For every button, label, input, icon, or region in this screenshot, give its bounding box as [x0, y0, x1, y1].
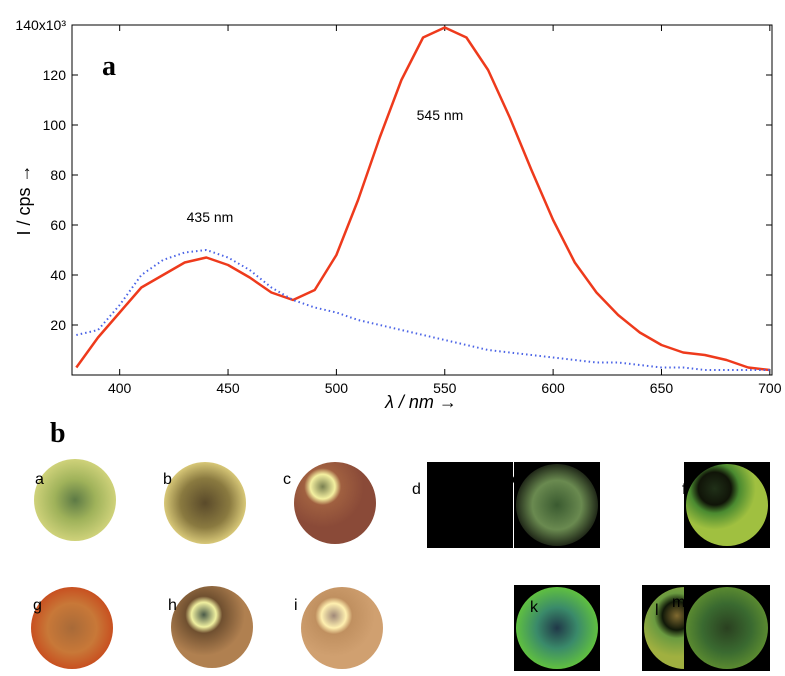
x-tick-label: 500 — [325, 380, 349, 396]
y-tick-label: 60 — [50, 217, 66, 233]
y-tick-label: 80 — [50, 167, 66, 183]
image-label: g — [33, 597, 42, 614]
micrograph — [516, 464, 598, 546]
annotation: 435 nm — [187, 209, 234, 225]
x-tick-label: 700 — [758, 380, 782, 396]
y-axis-label: I / cps → — [14, 164, 34, 235]
data-line — [76, 249, 770, 371]
image-label: d — [412, 481, 421, 498]
x-tick-label: 450 — [216, 380, 240, 396]
micrograph — [516, 587, 598, 669]
micrograph — [171, 586, 253, 668]
micrograph-background — [427, 462, 513, 548]
micrograph — [31, 587, 113, 669]
micrograph — [164, 462, 246, 544]
image-label: c — [283, 471, 291, 488]
annotation: 545 nm — [417, 107, 464, 123]
micrograph — [686, 587, 768, 669]
micrograph — [34, 459, 116, 541]
image-label: a — [35, 471, 44, 488]
micrograph — [294, 462, 376, 544]
micrograph — [301, 587, 383, 669]
y-tick-label: 20 — [50, 317, 66, 333]
x-tick-label: 400 — [108, 380, 132, 396]
panel-label: b — [50, 418, 66, 449]
y-tick-label: 120 — [43, 67, 67, 83]
image-label: i — [294, 597, 298, 614]
image-label: m — [672, 594, 685, 611]
image-label: h — [168, 597, 177, 614]
panel-label: a — [102, 51, 116, 82]
image-grid: a b c d e f g h i k l m — [31, 459, 770, 671]
x-tick-label: 600 — [541, 380, 565, 396]
data-line — [75, 26, 770, 372]
image-label: f — [682, 481, 687, 498]
micrograph — [686, 464, 768, 546]
image-label: k — [530, 599, 539, 616]
plot-area: 20 40 60 80 100 120 140x10³ 400 450 500 550 600 650 7… — [15, 17, 781, 396]
image-label: e — [512, 471, 521, 488]
y-tick-label: 40 — [50, 267, 66, 283]
x-tick-label: 550 — [433, 380, 457, 396]
plot-frame — [71, 24, 773, 376]
y-tick-label: 100 — [43, 117, 67, 133]
image-label: b — [163, 471, 172, 488]
image-label: l — [655, 602, 659, 619]
x-tick-label: 650 — [650, 380, 674, 396]
y-tick-label: 140x10³ — [15, 17, 66, 33]
x-axis-label: λ / nm → — [384, 392, 457, 412]
